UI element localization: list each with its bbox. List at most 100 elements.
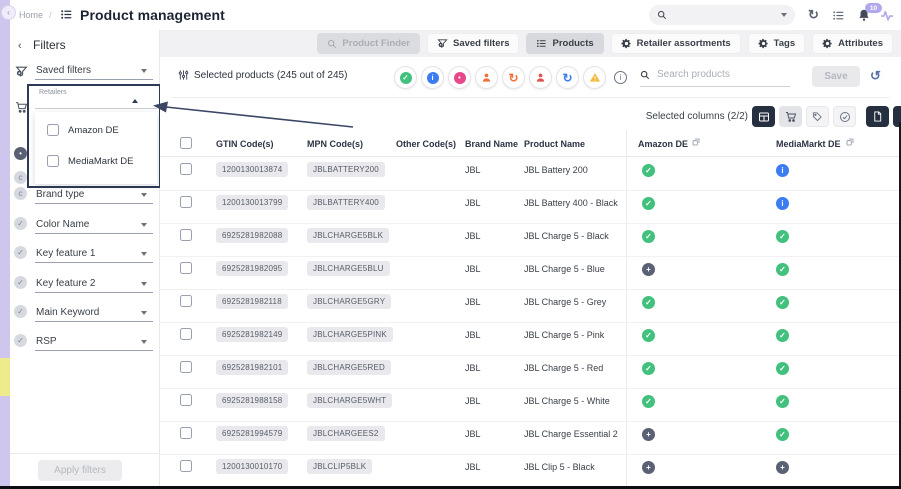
product-search-input[interactable] <box>655 68 790 81</box>
tab-products[interactable]: Products <box>526 33 604 54</box>
external-link-icon[interactable] <box>692 138 700 146</box>
amazon-de-status-icon-add[interactable]: + <box>642 461 655 474</box>
export-document-button[interactable] <box>866 106 889 127</box>
mediamarkt-de-status-icon-check[interactable]: ✓ <box>776 230 789 243</box>
row-checkbox[interactable] <box>180 361 192 373</box>
tab-retailer-assortments[interactable]: Retailer assortments <box>610 33 741 54</box>
filter-select-rsp[interactable]: RSP <box>36 336 57 347</box>
table-grid-icon <box>758 111 770 123</box>
chevron-down-icon <box>141 193 147 197</box>
row-checkbox[interactable] <box>180 427 192 439</box>
table-row: 6925281982095 JBLCHARGE5BLU JBL JBL Charge … <box>160 257 901 290</box>
column-header-other[interactable]: Other Code(s) <box>396 139 457 149</box>
tab-attributes[interactable]: Attributes <box>812 33 893 54</box>
row-checkbox[interactable] <box>180 196 192 208</box>
option-checkbox[interactable] <box>47 124 59 136</box>
filter-select-main-keyword[interactable]: Main Keyword <box>36 307 100 318</box>
column-header-mpn[interactable]: MPN Code(s) <box>307 139 363 149</box>
columns-table-button[interactable] <box>752 106 775 127</box>
column-header-amazon-de[interactable]: Amazon DE <box>638 139 689 149</box>
mediamarkt-de-status-icon-add[interactable]: + <box>776 461 789 474</box>
chevron-down-icon[interactable] <box>781 13 787 17</box>
help-info-icon[interactable]: i <box>614 71 627 84</box>
chevron-up-icon[interactable] <box>132 99 138 103</box>
select-all-checkbox[interactable] <box>180 137 192 149</box>
user-action-icon[interactable] <box>529 66 552 89</box>
amazon-de-status-icon-check[interactable]: ✓ <box>642 230 655 243</box>
amazon-de-status-icon-check[interactable]: ✓ <box>642 164 655 177</box>
collapse-filters-icon[interactable]: ‹ <box>18 40 22 52</box>
assign-user-action-icon[interactable] <box>475 66 498 89</box>
row-checkbox[interactable] <box>180 460 192 472</box>
activity-pulse-icon[interactable] <box>880 9 894 22</box>
row-checkbox[interactable] <box>180 262 192 274</box>
left-strip-highlight <box>0 358 10 396</box>
column-header-mediamarkt-de[interactable]: MediaMarkt DE <box>776 139 841 149</box>
mediamarkt-de-status-icon-info[interactable]: i <box>776 197 789 210</box>
row-checkbox[interactable] <box>180 295 192 307</box>
amazon-de-status-icon-check[interactable]: ✓ <box>642 395 655 408</box>
bell-icon[interactable]: 10 <box>857 3 882 22</box>
global-search-input[interactable] <box>667 9 781 21</box>
refresh-action-icon[interactable]: ↻ <box>556 66 579 89</box>
column-header-product[interactable]: Product Name <box>524 139 586 149</box>
mediamarkt-de-status-icon-check[interactable]: ✓ <box>776 296 789 309</box>
row-checkbox[interactable] <box>180 328 192 340</box>
global-search[interactable] <box>649 5 795 25</box>
amazon-de-status-icon-check[interactable]: ✓ <box>642 362 655 375</box>
amazon-de-status-icon-add[interactable]: + <box>642 263 655 276</box>
add-column-button[interactable] <box>893 106 901 127</box>
column-header-brand[interactable]: Brand Name <box>465 139 519 149</box>
mediamarkt-de-status-icon-check[interactable]: ✓ <box>776 395 789 408</box>
mediamarkt-de-status-icon-check[interactable]: ✓ <box>776 329 789 342</box>
refresh-icon[interactable]: ↻ <box>808 7 819 22</box>
amazon-de-status-icon-check[interactable]: ✓ <box>642 329 655 342</box>
brand-name-cell: JBL <box>465 429 481 439</box>
sync-action-icon[interactable]: ↻ <box>502 66 525 89</box>
exclude-status-action-icon[interactable]: • <box>448 66 471 89</box>
tab-tags[interactable]: Tags <box>747 33 806 54</box>
filter-select-key-feature-1[interactable]: Key feature 1 <box>36 248 96 259</box>
row-checkbox[interactable] <box>180 229 192 241</box>
amazon-de-status-icon-add[interactable]: + <box>642 428 655 441</box>
filter-select-key-feature-2[interactable]: Key feature 2 <box>36 278 96 289</box>
breadcrumb-home-link[interactable]: Home <box>19 10 44 20</box>
external-link-icon[interactable] <box>846 138 854 146</box>
warning-action-icon[interactable] <box>583 66 606 89</box>
apply-filters-button[interactable]: Apply filters <box>38 460 122 481</box>
mediamarkt-de-status-icon-info[interactable]: i <box>776 164 789 177</box>
columns-tags-button[interactable] <box>806 106 829 127</box>
approve-status-action-icon[interactable]: ✓ <box>394 66 417 89</box>
column-header-gtin[interactable]: GTIN Code(s) <box>216 139 274 149</box>
mediamarkt-de-status-icon-check[interactable]: ✓ <box>776 263 789 276</box>
amazon-de-status-icon-check[interactable]: ✓ <box>642 296 655 309</box>
info-status-action-icon[interactable]: i <box>421 66 444 89</box>
columns-retailers-button[interactable] <box>779 106 802 127</box>
amazon-de-status-icon-check[interactable]: ✓ <box>642 197 655 210</box>
retailer-option-amazon-de[interactable]: Amazon DE <box>35 112 157 143</box>
tab-bar: Product Finder Saved filters Products Retai… <box>160 33 893 54</box>
history-icon[interactable]: ↺ <box>870 68 881 83</box>
tab-product-finder[interactable]: Product Finder <box>317 33 420 54</box>
mpn-code-chip: JBLCHARGE5BLU <box>307 261 390 276</box>
menu-list-icon[interactable] <box>832 9 845 22</box>
filter-select-brand-type[interactable]: Brand type <box>36 189 85 200</box>
tab-saved-filters[interactable]: Saved filters <box>426 33 520 54</box>
option-checkbox[interactable] <box>47 155 59 167</box>
row-checkbox[interactable] <box>180 163 192 175</box>
table-row: 1200130013799 JBLBATTERY400 JBL JBL Battery… <box>160 191 901 224</box>
collapse-nav-button[interactable]: ‹ <box>1 5 16 20</box>
column-buttons <box>752 106 901 127</box>
saved-filters-select[interactable]: Saved filters <box>36 65 92 76</box>
save-button[interactable]: Save <box>812 66 860 87</box>
gtin-code-chip: 1200130013874 <box>216 162 289 177</box>
mediamarkt-de-status-icon-check[interactable]: ✓ <box>776 362 789 375</box>
retailer-option-mediamarkt-de[interactable]: MediaMarkt DE <box>35 143 157 174</box>
filter-select-color-name[interactable]: Color Name <box>36 219 90 230</box>
product-search[interactable] <box>640 68 790 87</box>
columns-status-button[interactable] <box>833 106 856 127</box>
selected-products-count: Selected products (245 out of 245) <box>194 70 348 81</box>
divider <box>35 292 153 293</box>
mediamarkt-de-status-icon-check[interactable]: ✓ <box>776 428 789 441</box>
row-checkbox[interactable] <box>180 394 192 406</box>
